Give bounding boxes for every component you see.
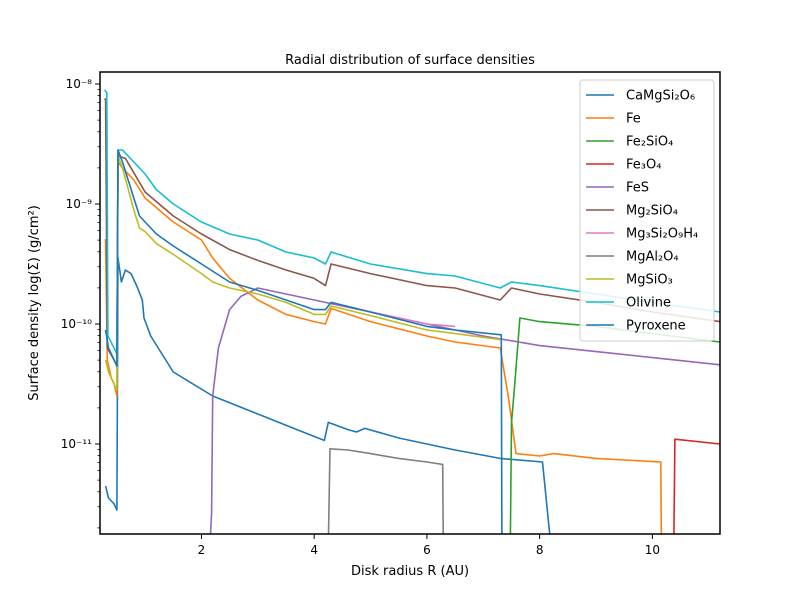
- x-tick-label: 6: [423, 543, 431, 557]
- legend-label: Pyroxene: [626, 319, 686, 334]
- plot-frame: [99, 71, 721, 535]
- legend-label: FeS: [626, 181, 649, 196]
- series-line-1: [104, 161, 663, 534]
- series-line-10: [104, 149, 503, 534]
- legend-label: Fe₂SiO₄: [626, 135, 673, 150]
- legend-label: Mg₃Si₂O₉H₄: [626, 227, 698, 242]
- x-axis: 2 4 6 8 10: [198, 534, 660, 557]
- legend-label: Mg₂SiO₄: [626, 204, 678, 219]
- series-line-4: [209, 287, 720, 534]
- chart-title: Radial distribution of surface densities: [285, 53, 535, 68]
- legend-label: Fe: [626, 112, 641, 127]
- y-axis-label: Surface density log(Σ) (g/cm²): [27, 205, 42, 401]
- y-tick-label: 10⁻¹⁰: [61, 317, 92, 331]
- legend-label: Fe₃O₄: [626, 158, 661, 173]
- legend-label: Olivine: [626, 296, 671, 311]
- x-tick-label: 2: [198, 543, 206, 557]
- y-tick-label: 10⁻⁸: [66, 77, 93, 91]
- series-line-3: [673, 438, 720, 534]
- x-tick-label: 4: [310, 543, 318, 557]
- y-tick-label: 10⁻⁹: [66, 197, 93, 211]
- legend-label: MgAl₂O₄: [626, 250, 679, 265]
- legend-label: CaMgSi₂O₆: [626, 89, 695, 104]
- y-axis: 10⁻⁸ 10⁻⁹ 10⁻¹⁰ 10⁻¹¹: [61, 77, 100, 529]
- x-tick-label: 10: [645, 543, 660, 557]
- legend-box: [579, 79, 715, 342]
- legend-label: MgSiO₃: [626, 273, 673, 288]
- x-tick-label: 8: [536, 543, 544, 557]
- y-tick-label: 10⁻¹¹: [61, 437, 92, 451]
- series-line-0: [104, 257, 551, 534]
- series-layer: [103, 89, 720, 534]
- series-line-7: [327, 448, 445, 534]
- x-axis-label: Disk radius R (AU): [351, 564, 469, 579]
- legend: CaMgSi₂O₆ Fe Fe₂SiO₄ Fe₃O₄ FeS Mg₂SiO₄ Mg₃Si₂O…: [579, 79, 715, 342]
